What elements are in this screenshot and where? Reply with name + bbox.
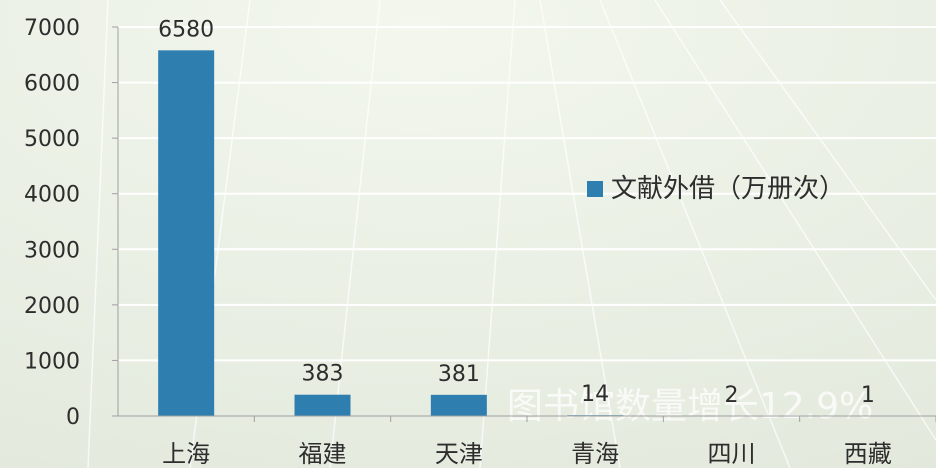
background-ray	[87, 0, 109, 468]
y-tick-label: 1000	[24, 349, 80, 374]
y-tick-label: 7000	[24, 16, 80, 41]
background-rays	[87, 0, 936, 468]
x-tick-label: 西藏	[844, 440, 892, 468]
watermark-text: 图书馆数量增长12.9%	[507, 386, 873, 427]
background-ray	[479, 0, 516, 468]
bar	[430, 394, 487, 416]
x-tick-label: 上海	[162, 440, 210, 468]
x-tick-label: 四川	[708, 440, 756, 468]
background-ray	[599, 0, 791, 468]
x-tick-label: 福建	[299, 440, 347, 468]
y-tick-label: 6000	[24, 72, 80, 97]
bar	[294, 394, 351, 416]
y-tick-label: 4000	[24, 183, 80, 208]
y-tick-label: 0	[66, 405, 80, 430]
y-tick-label: 3000	[24, 238, 80, 263]
x-tick-label: 天津	[435, 440, 483, 468]
background-ray	[539, 0, 621, 468]
legend: 文献外借（万册次）	[587, 174, 845, 204]
data-label: 383	[302, 362, 344, 387]
data-label: 381	[438, 362, 480, 387]
y-tick-label: 2000	[24, 294, 80, 319]
legend-swatch	[587, 181, 603, 197]
y-tick-label: 5000	[24, 127, 80, 152]
legend-label: 文献外借（万册次）	[611, 174, 845, 204]
data-label: 6580	[158, 17, 214, 42]
data-label: 14	[581, 382, 609, 407]
gridlines	[118, 26, 936, 362]
x-tick-label: 青海	[571, 440, 619, 468]
background-ray	[654, 0, 936, 441]
data-label: 2	[725, 383, 739, 408]
axes: 0 1000 2000 3000 4000 5000 6000 7000 上海 福建 天津 青海 四川 西…	[24, 16, 936, 468]
data-labels: 6580 383 381 14 2 1	[158, 17, 875, 408]
data-label: 1	[861, 383, 875, 408]
background-ray	[329, 0, 381, 468]
bar	[158, 50, 215, 417]
